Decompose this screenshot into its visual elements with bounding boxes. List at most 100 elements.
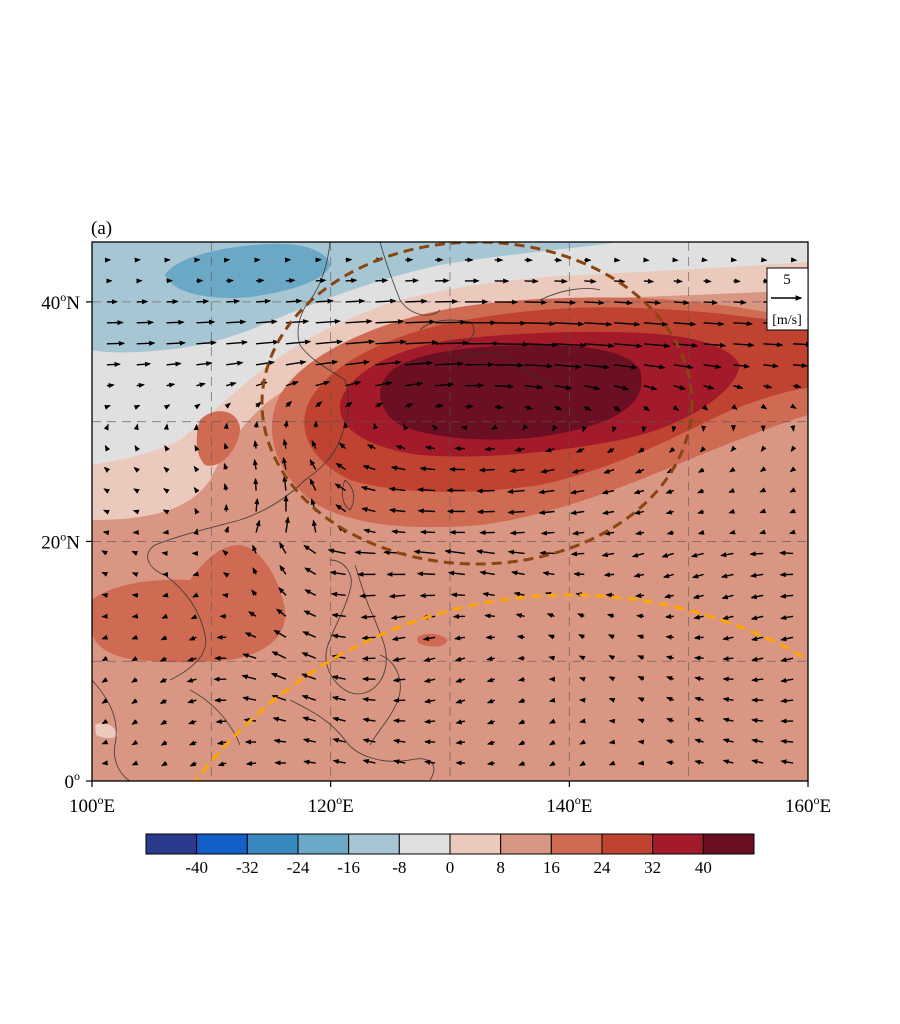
wind-vector xyxy=(750,615,764,621)
wind-vector xyxy=(435,340,470,346)
wind-vector xyxy=(554,342,587,348)
wind-vector xyxy=(373,422,379,430)
wind-vector xyxy=(278,587,287,596)
wind-vector xyxy=(666,760,674,766)
wind-vector xyxy=(633,509,645,515)
colorbar-swatch xyxy=(196,833,248,855)
wind-vector xyxy=(226,360,244,366)
wind-vector xyxy=(760,403,768,410)
wind-vector xyxy=(360,614,376,620)
wind-vector xyxy=(703,384,715,390)
wind-vector xyxy=(362,717,376,723)
wind-vector xyxy=(692,594,704,600)
wind-vector xyxy=(751,759,764,765)
wind-vector xyxy=(789,508,796,514)
wind-vector xyxy=(390,465,406,471)
wind-vector xyxy=(301,695,316,701)
wind-vector xyxy=(161,551,168,557)
wind-vector xyxy=(603,530,615,536)
wind-vector xyxy=(643,278,655,284)
wind-vector xyxy=(331,675,346,681)
wind-vector xyxy=(223,483,229,491)
wind-vector xyxy=(254,497,260,512)
wind-vector xyxy=(760,445,767,452)
wind-vector xyxy=(694,696,704,702)
wind-vector xyxy=(131,550,139,556)
wind-vector xyxy=(332,737,346,743)
wind-vector xyxy=(690,552,704,558)
wind-vector xyxy=(309,458,317,470)
wind-vector xyxy=(405,298,428,304)
wind-vector xyxy=(285,360,307,366)
wind-vector xyxy=(763,342,784,348)
colorbar-tick-label: 16 xyxy=(543,858,560,877)
wind-vector xyxy=(637,447,645,454)
colorbar-tick-label: -40 xyxy=(185,858,208,877)
wind-vector xyxy=(334,483,346,492)
wind-vector xyxy=(101,698,109,704)
reference-vector-key: 5 [m/s] xyxy=(766,267,809,331)
wind-vector xyxy=(538,489,555,495)
wind-vector xyxy=(584,343,615,349)
wind-vector xyxy=(223,462,229,470)
wind-vector xyxy=(722,738,734,744)
wind-vector xyxy=(245,760,257,767)
wind-vector xyxy=(345,298,366,304)
wind-vector xyxy=(759,508,767,514)
wind-vector xyxy=(272,716,287,722)
wind-vector xyxy=(606,613,615,619)
wind-vector xyxy=(375,360,402,366)
wind-vector xyxy=(360,485,376,492)
colorbar-swatch xyxy=(601,833,654,855)
wind-vector xyxy=(131,593,139,599)
colorbar-swatch xyxy=(449,833,502,855)
wind-vector xyxy=(196,319,216,325)
circle-orange-dashed xyxy=(193,593,808,781)
x-tick-label: 100oE xyxy=(69,793,115,817)
wind-vector xyxy=(506,488,525,495)
wind-vector xyxy=(583,405,592,411)
wind-vector xyxy=(103,488,110,494)
wind-vector xyxy=(104,444,111,452)
wind-vector xyxy=(186,677,197,683)
wind-vector xyxy=(273,738,287,744)
colorbar-swatch xyxy=(500,833,552,855)
wind-vector xyxy=(362,759,376,764)
wind-vector xyxy=(192,571,200,577)
wind-vector xyxy=(524,342,559,348)
wind-vector xyxy=(636,634,645,640)
wind-vector xyxy=(666,739,674,745)
wind-vector xyxy=(517,676,525,682)
wind-vector xyxy=(513,591,525,597)
wind-vector xyxy=(282,456,288,470)
wind-vector xyxy=(419,466,436,472)
wind-vector xyxy=(614,278,626,284)
wind-vector xyxy=(582,425,588,433)
wind-vector xyxy=(419,529,436,535)
wind-vector xyxy=(779,615,794,621)
wind-vector xyxy=(190,614,198,620)
wind-vector xyxy=(331,695,346,701)
wind-vector xyxy=(242,696,257,702)
wind-vector xyxy=(136,382,145,388)
wind-vector xyxy=(301,652,317,659)
wind-vector xyxy=(522,424,529,431)
wind-vector xyxy=(223,442,229,450)
wind-vector xyxy=(131,634,139,640)
wind-vector xyxy=(424,445,436,451)
wind-vector xyxy=(405,381,424,387)
wind-vector xyxy=(423,718,436,724)
wind-vector xyxy=(315,278,327,284)
colorbar-tick-label: 32 xyxy=(644,858,661,877)
wind-vector xyxy=(221,593,229,599)
wind-vector xyxy=(315,318,342,325)
wind-vector xyxy=(285,400,293,408)
wind-vector xyxy=(160,719,167,725)
wind-vector xyxy=(665,509,674,515)
wind-vector xyxy=(478,467,495,473)
wind-vector xyxy=(696,488,704,494)
wind-vector xyxy=(270,672,287,680)
wind-vector xyxy=(780,759,794,765)
wind-vector xyxy=(159,656,167,662)
